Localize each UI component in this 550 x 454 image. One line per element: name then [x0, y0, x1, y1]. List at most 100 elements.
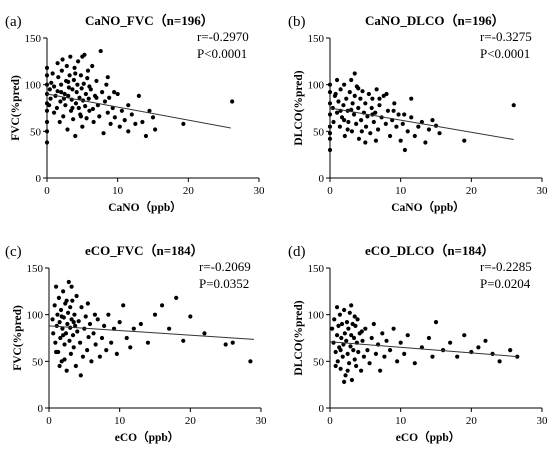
- data-point: [53, 349, 59, 355]
- data-point: [380, 331, 385, 336]
- data-point: [122, 118, 127, 123]
- data-point: [79, 86, 84, 91]
- data-point: [375, 127, 381, 132]
- data-point: [61, 114, 66, 119]
- data-point: [44, 119, 50, 125]
- data-point: [332, 317, 337, 322]
- data-point: [344, 338, 349, 343]
- data-point: [59, 68, 64, 73]
- data-point: [363, 124, 369, 129]
- data-point: [349, 107, 354, 112]
- data-point: [349, 129, 355, 134]
- data-point: [94, 78, 99, 84]
- data-point: [371, 321, 376, 327]
- data-point: [347, 90, 352, 95]
- data-point: [483, 338, 488, 343]
- data-point: [426, 127, 432, 132]
- data-point: [433, 320, 439, 325]
- data-point: [92, 312, 98, 317]
- y-tick-label: 0: [319, 173, 325, 185]
- data-point: [334, 333, 340, 338]
- data-point: [356, 349, 361, 355]
- data-point: [348, 344, 353, 349]
- data-point: [78, 73, 84, 78]
- data-point: [345, 368, 350, 373]
- data-point: [327, 131, 333, 136]
- data-point: [78, 373, 83, 378]
- y-tick-label: 150: [25, 33, 42, 45]
- data-point: [81, 81, 86, 86]
- data-point: [60, 57, 65, 62]
- data-point: [387, 133, 393, 139]
- data-point: [346, 326, 351, 331]
- data-point: [112, 90, 117, 95]
- data-point: [356, 105, 361, 111]
- data-point: [89, 359, 94, 364]
- data-point: [342, 133, 347, 139]
- x-axis-label: CaNO（ppb）: [108, 200, 182, 214]
- stat-text: P<0.0001: [197, 46, 247, 61]
- data-point: [44, 65, 50, 70]
- data-point: [105, 75, 110, 80]
- data-point: [75, 329, 80, 334]
- x-tick-label: 20: [466, 185, 478, 197]
- data-point: [86, 334, 91, 340]
- data-point: [356, 86, 361, 91]
- data-point: [145, 340, 151, 345]
- data-point: [366, 91, 371, 97]
- chart-title: eCO_DLCO（n=184）: [365, 243, 494, 258]
- chart-title: CaNO_DLCO（n=196）: [365, 13, 505, 28]
- data-point: [333, 349, 338, 355]
- data-point: [373, 138, 379, 143]
- data-point: [107, 95, 112, 100]
- data-point: [56, 75, 61, 80]
- data-point: [374, 87, 379, 92]
- data-point: [363, 326, 368, 331]
- stat-text: r=-0.2970: [197, 29, 249, 44]
- data-point: [61, 289, 66, 294]
- data-point: [515, 354, 520, 359]
- data-point: [71, 345, 76, 350]
- data-point: [102, 99, 108, 104]
- data-point: [68, 351, 74, 356]
- data-point: [385, 108, 391, 113]
- data-point: [369, 105, 374, 111]
- y-tick-label: 0: [319, 403, 325, 415]
- data-point: [430, 354, 435, 359]
- x-tick-label: 0: [327, 415, 333, 427]
- data-point: [365, 114, 370, 119]
- data-point: [69, 284, 74, 289]
- data-point: [57, 320, 62, 325]
- data-point: [71, 320, 76, 325]
- panel-label: (c): [5, 244, 22, 260]
- data-point: [126, 129, 131, 134]
- stat-text: r=-0.2069: [199, 259, 251, 274]
- panel-label: (d): [288, 244, 306, 260]
- stat-text: r=-0.3275: [480, 29, 532, 44]
- data-point: [124, 335, 129, 341]
- regression-line: [46, 93, 231, 129]
- data-point: [476, 345, 481, 350]
- data-point: [402, 351, 407, 356]
- x-axis-label: eCO（ppb）: [396, 430, 461, 444]
- data-point: [109, 340, 114, 345]
- data-point: [370, 96, 375, 101]
- x-tick-label: 30: [256, 415, 268, 427]
- y-tick-label: 100: [308, 80, 325, 92]
- y-tick-label: 100: [308, 310, 325, 322]
- data-point: [129, 112, 134, 117]
- chart-panel: (a) CaNO_FVC（n=196）r=-0.2970 P<0.0001 0 50 10…: [5, 13, 265, 214]
- data-point: [84, 116, 89, 121]
- data-point: [74, 293, 79, 299]
- data-point: [72, 65, 77, 70]
- data-point: [70, 298, 75, 303]
- data-point: [80, 354, 86, 359]
- data-point: [63, 103, 68, 108]
- data-point: [62, 357, 67, 362]
- data-point: [363, 140, 368, 145]
- data-point: [85, 348, 90, 353]
- data-point: [398, 340, 403, 345]
- data-point: [346, 361, 352, 366]
- data-point: [333, 363, 338, 369]
- data-point: [71, 117, 76, 122]
